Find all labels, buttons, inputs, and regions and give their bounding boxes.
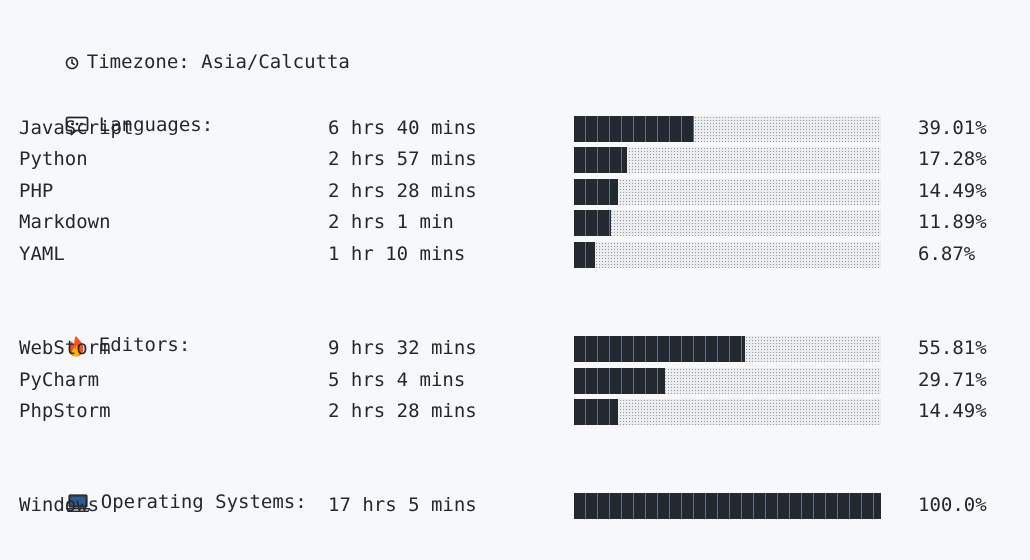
language-percent: 14.49% [918,180,987,202]
fire-icon [68,335,84,356]
editor-row: PhpStorm 2 hrs 28 mins 14.49% [0,397,1030,425]
progress-bar [574,493,881,519]
languages-heading: Languages: [19,83,213,136]
language-name: PHP [19,180,54,202]
editor-row: PyCharm 5 hrs 4 mins 29.71% [0,366,1030,394]
language-percent: 11.89% [918,211,987,233]
progress-bar [574,336,881,362]
language-percent: 6.87% [918,243,976,265]
languages-title: Languages: [98,114,214,136]
editors-title: Editors: [98,334,191,356]
language-row: YAML 1 hr 10 mins 6.87% [0,240,1030,268]
language-row: JavaScript 6 hrs 40 mins 39.01% [0,114,1030,142]
language-name: YAML [19,243,65,265]
editor-name: PyCharm [19,369,100,391]
language-time: 2 hrs 1 min [328,211,454,233]
os-time: 17 hrs 5 mins [328,494,477,516]
progress-bar-fill [574,116,694,142]
os-row: Windows 17 hrs 5 mins 100.0% [0,491,1030,519]
editor-row: WebStorm 9 hrs 32 mins 55.81% [0,334,1030,362]
progress-bar [574,147,881,173]
progress-bar-fill [574,493,881,519]
laptop-icon [65,493,91,512]
progress-bar [574,210,881,236]
editor-time: 2 hrs 28 mins [328,400,477,422]
progress-bar-fill [574,210,611,236]
language-name: Python [19,148,88,170]
progress-bar [574,399,881,425]
progress-bar [574,368,881,394]
language-percent: 39.01% [918,117,987,139]
progress-bar [574,116,881,142]
clock-icon [65,56,79,69]
progress-bar-fill [574,179,618,205]
speech-balloon-icon [65,116,89,135]
progress-bar-fill [574,399,618,425]
operating-systems-title: Operating Systems: [100,491,307,513]
language-name: JavaScript [19,117,134,139]
editor-percent: 14.49% [918,400,987,422]
language-time: 6 hrs 40 mins [328,117,477,139]
progress-bar-fill [574,368,665,394]
editor-time: 5 hrs 4 mins [328,369,466,391]
os-percent: 100.0% [918,494,987,516]
language-row: PHP 2 hrs 28 mins 14.49% [0,177,1030,205]
editors-heading: Editors: [19,303,190,356]
editor-percent: 29.71% [918,369,987,391]
language-time: 2 hrs 57 mins [328,148,477,170]
progress-bar-fill [574,242,595,268]
editor-name: WebStorm [19,337,111,359]
editor-time: 9 hrs 32 mins [328,337,477,359]
progress-bar-fill [574,336,745,362]
timezone-label: Timezone: Asia/Calcutta [86,51,350,73]
progress-bar [574,179,881,205]
progress-bar-fill [574,147,627,173]
progress-bar [574,242,881,268]
language-percent: 17.28% [918,148,987,170]
os-name: Windows [19,494,100,516]
language-name: Markdown [19,211,111,233]
language-row: Markdown 2 hrs 1 min 11.89% [0,208,1030,236]
editor-percent: 55.81% [918,337,987,359]
operating-systems-heading: Operating Systems: [19,460,307,513]
language-time: 2 hrs 28 mins [328,180,477,202]
language-row: Python 2 hrs 57 mins 17.28% [0,145,1030,173]
language-time: 1 hr 10 mins [328,243,466,265]
editor-name: PhpStorm [19,400,111,422]
timezone-line: Timezone: Asia/Calcutta [19,20,350,73]
